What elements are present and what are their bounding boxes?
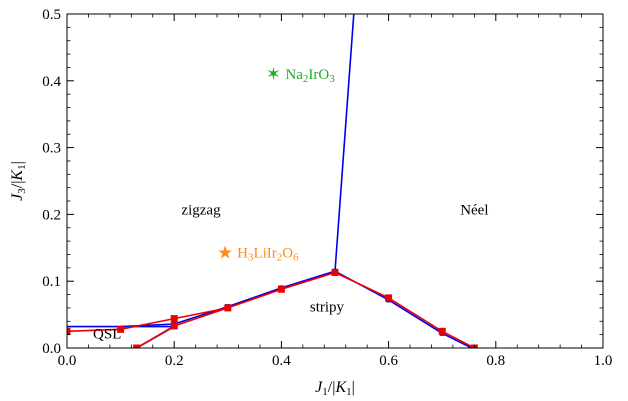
y-axis-title: J3/|K1| — [9, 161, 28, 201]
series-1-point-3 — [170, 322, 178, 330]
point-marker-1: ★ — [217, 242, 233, 263]
series-1-point-2 — [170, 315, 178, 323]
x-axis-title: J1/|K1| — [315, 379, 355, 398]
y-tick-label-3: 0.3 — [42, 141, 61, 157]
series-0-line-3 — [334, 14, 355, 272]
axis-ticks: 0.0 0.2 0.4 0.6 0.8 1.0 0.0 0.1 0.2 0.3 0.4 0.5 — [42, 7, 612, 369]
y-tick-label-1: 0.1 — [42, 274, 61, 290]
region-label-zigzag: zigzag — [181, 202, 221, 218]
y-tick-label-0: 0.0 — [42, 341, 61, 357]
series-1-point-8 — [438, 327, 446, 335]
series-1-point-1 — [117, 325, 125, 333]
y-tick-label-2: 0.2 — [42, 207, 61, 223]
series-1-point-4 — [224, 304, 232, 312]
x-tick-label-0: 0.0 — [58, 353, 77, 369]
plot-frame — [66, 13, 604, 349]
series-1-point-5 — [277, 285, 285, 293]
series-1-point-10 — [133, 344, 141, 348]
region-label-qsl: QSL — [93, 327, 121, 343]
series-0-line-2 — [120, 270, 473, 348]
point-label-0: Na2IrO3 — [285, 67, 335, 85]
x-tick-label-5: 1.0 — [594, 353, 613, 369]
series-1-line-0 — [67, 271, 475, 348]
series-1-point-0 — [67, 327, 71, 335]
x-tick-label-4: 0.8 — [486, 353, 505, 369]
point-marker-0: ✶ — [266, 64, 281, 85]
series-1-point-6 — [331, 269, 339, 277]
point-label-1: H3LiIr2O6 — [237, 245, 299, 263]
y-tick-label-5: 0.5 — [42, 7, 61, 23]
region-label-stripy: stripy — [310, 299, 345, 315]
y-tick-label-4: 0.4 — [42, 74, 61, 90]
x-tick-label-2: 0.4 — [272, 353, 291, 369]
series-1-point-7 — [385, 294, 393, 302]
series-1-line-1 — [136, 307, 229, 348]
x-tick-label-1: 0.2 — [165, 353, 184, 369]
region-label-n-el: Néel — [460, 202, 488, 218]
x-tick-label-3: 0.6 — [379, 353, 398, 369]
